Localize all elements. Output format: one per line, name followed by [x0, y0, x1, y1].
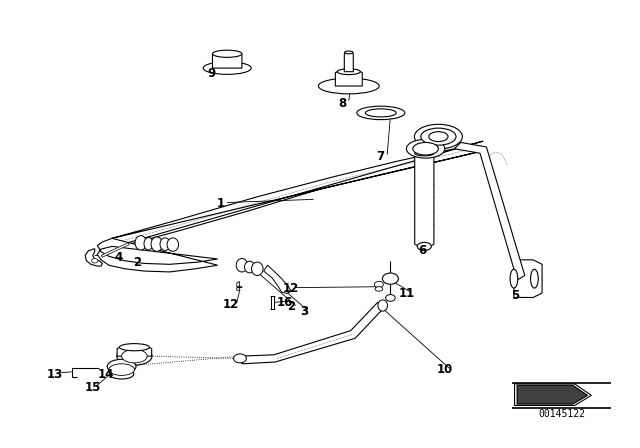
- Text: 13: 13: [46, 367, 63, 381]
- Ellipse shape: [415, 125, 463, 149]
- Ellipse shape: [413, 142, 438, 155]
- Ellipse shape: [383, 273, 398, 284]
- Ellipse shape: [107, 359, 136, 374]
- Text: 00145122: 00145122: [538, 409, 585, 419]
- Ellipse shape: [415, 151, 434, 156]
- Ellipse shape: [120, 344, 150, 351]
- Text: 3: 3: [300, 305, 308, 318]
- Text: 1: 1: [217, 197, 225, 211]
- Text: 11: 11: [398, 287, 415, 300]
- Ellipse shape: [212, 50, 242, 57]
- Text: 12: 12: [283, 282, 300, 296]
- Polygon shape: [237, 281, 242, 290]
- Polygon shape: [97, 238, 218, 272]
- Text: 15: 15: [84, 381, 101, 394]
- Ellipse shape: [135, 236, 147, 250]
- Polygon shape: [117, 347, 152, 356]
- Ellipse shape: [365, 109, 396, 117]
- Ellipse shape: [417, 242, 431, 250]
- Ellipse shape: [236, 258, 248, 272]
- Ellipse shape: [144, 237, 153, 250]
- Ellipse shape: [531, 269, 538, 288]
- Ellipse shape: [109, 369, 134, 379]
- Polygon shape: [212, 53, 242, 68]
- Polygon shape: [335, 71, 362, 86]
- Ellipse shape: [344, 51, 353, 54]
- Ellipse shape: [122, 349, 147, 363]
- Ellipse shape: [244, 261, 255, 273]
- Ellipse shape: [160, 238, 170, 250]
- Ellipse shape: [252, 262, 263, 276]
- Ellipse shape: [421, 128, 456, 145]
- Ellipse shape: [92, 258, 98, 263]
- Ellipse shape: [167, 238, 179, 251]
- Text: 7: 7: [377, 150, 385, 164]
- Ellipse shape: [357, 106, 404, 120]
- Polygon shape: [101, 243, 129, 257]
- Text: 2: 2: [134, 255, 141, 269]
- Text: 2: 2: [287, 300, 295, 314]
- Text: 16: 16: [276, 296, 293, 309]
- Polygon shape: [344, 52, 353, 72]
- Ellipse shape: [374, 281, 383, 288]
- Ellipse shape: [385, 295, 396, 302]
- Polygon shape: [237, 302, 383, 364]
- Text: 6: 6: [419, 244, 426, 258]
- Polygon shape: [517, 385, 588, 404]
- Text: 8: 8: [339, 96, 346, 110]
- Polygon shape: [454, 142, 525, 280]
- Ellipse shape: [234, 354, 246, 363]
- Text: 5: 5: [511, 289, 519, 302]
- Ellipse shape: [406, 139, 445, 158]
- Text: 10: 10: [436, 363, 453, 376]
- Polygon shape: [514, 260, 542, 297]
- Ellipse shape: [151, 237, 163, 251]
- Polygon shape: [271, 296, 274, 309]
- Ellipse shape: [429, 132, 448, 142]
- Polygon shape: [415, 153, 434, 246]
- Text: 4: 4: [115, 251, 122, 264]
- Text: 12: 12: [222, 298, 239, 311]
- Ellipse shape: [204, 62, 251, 74]
- Polygon shape: [264, 265, 291, 293]
- Ellipse shape: [319, 78, 379, 94]
- Ellipse shape: [109, 364, 134, 375]
- Ellipse shape: [378, 300, 388, 311]
- Polygon shape: [85, 249, 102, 266]
- Ellipse shape: [117, 347, 152, 365]
- Polygon shape: [112, 141, 483, 247]
- Text: 9: 9: [207, 67, 215, 81]
- Ellipse shape: [510, 269, 518, 288]
- Ellipse shape: [375, 287, 383, 291]
- Text: 14: 14: [97, 367, 114, 381]
- Ellipse shape: [337, 69, 360, 74]
